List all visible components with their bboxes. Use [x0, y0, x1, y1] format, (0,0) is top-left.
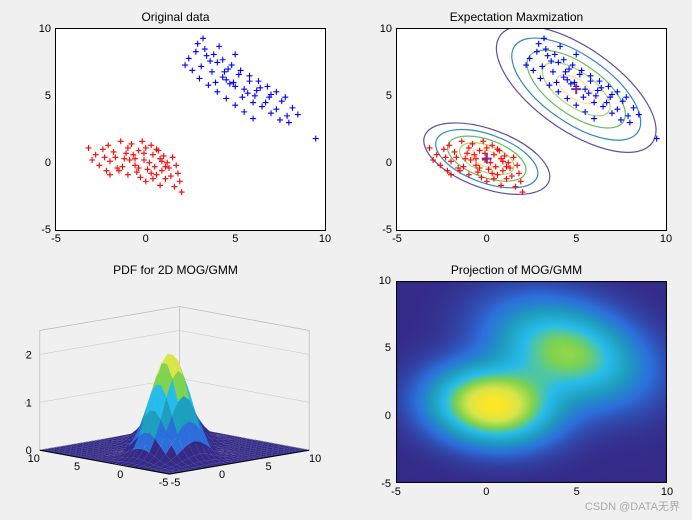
scatter-plot: [56, 29, 325, 230]
ytick: 5: [385, 342, 391, 354]
axes-em: -50510-50510: [396, 28, 667, 231]
ytick: -5: [381, 478, 391, 490]
panel-projection: Projection of MOG/GMM -50510-50510: [361, 263, 672, 506]
svg-text:0: 0: [117, 469, 123, 481]
axes-projection: -50510-50510: [396, 281, 667, 484]
title-original: Original data: [20, 10, 331, 24]
ytick: 5: [45, 90, 51, 102]
svg-text:-5: -5: [171, 477, 181, 489]
svg-text:0.02: 0.02: [25, 349, 32, 361]
title-pdf3d: PDF for 2D MOG/GMM: [20, 263, 331, 277]
figure-grid: Original data -50510-50510 Expectation M…: [0, 0, 692, 520]
ytick: 0: [386, 157, 392, 169]
ytick: 10: [380, 23, 392, 35]
svg-text:0: 0: [26, 445, 32, 457]
svg-text:0: 0: [219, 469, 225, 481]
axes-original: -50510-50510: [55, 28, 326, 231]
ytick: -5: [382, 224, 392, 236]
xtick: 5: [232, 233, 238, 245]
title-projection: Projection of MOG/GMM: [361, 263, 672, 277]
axes-pdf3d: -50510-5051000.010.02: [25, 281, 326, 501]
ytick: -5: [41, 224, 51, 236]
svg-text:5: 5: [266, 461, 272, 473]
svg-text:10: 10: [309, 453, 321, 465]
xtick: 10: [661, 486, 673, 498]
xtick: -5: [392, 233, 402, 245]
pdf3d-plot: -50510-5051000.010.02: [25, 281, 326, 501]
xtick: 0: [484, 233, 490, 245]
ytick: 5: [386, 90, 392, 102]
xtick: 10: [319, 233, 331, 245]
svg-text:-5: -5: [159, 477, 169, 489]
ytick: 10: [39, 23, 51, 35]
panel-em: Expectation Maxmization -50510-50510: [361, 10, 672, 253]
xtick: 0: [143, 233, 149, 245]
svg-text:5: 5: [74, 461, 80, 473]
ytick: 0: [385, 410, 391, 422]
xtick: 0: [483, 486, 489, 498]
xtick: 10: [660, 233, 672, 245]
xtick: 5: [574, 486, 580, 498]
ytick: 10: [379, 275, 391, 287]
panel-original-data: Original data -50510-50510: [20, 10, 331, 253]
title-em: Expectation Maxmization: [361, 10, 672, 24]
xtick: -5: [51, 233, 61, 245]
panel-pdf3d: PDF for 2D MOG/GMM -50510-5051000.010.02: [20, 263, 331, 506]
ytick: 0: [45, 157, 51, 169]
xtick: -5: [391, 486, 401, 498]
em-plot: [397, 29, 666, 230]
projection-heatmap: [396, 281, 667, 484]
svg-text:0.01: 0.01: [25, 397, 32, 409]
xtick: 5: [573, 233, 579, 245]
